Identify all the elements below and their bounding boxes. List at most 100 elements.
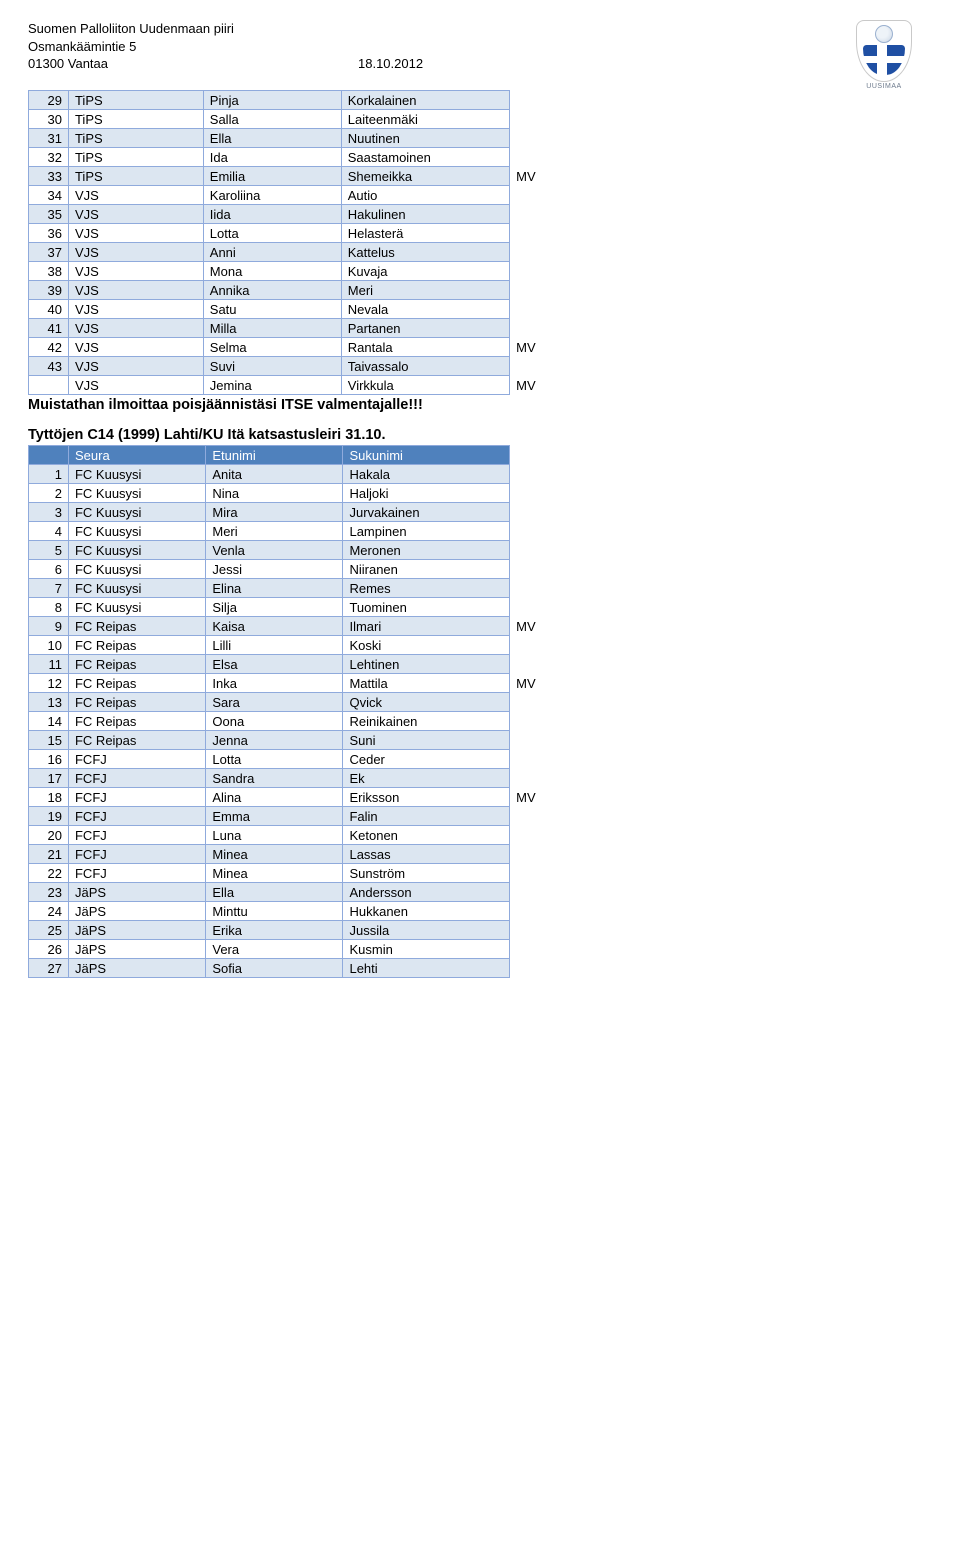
mv-cell bbox=[510, 91, 556, 110]
mv-cell bbox=[510, 655, 556, 674]
lastname-cell: Falin bbox=[343, 807, 510, 826]
club-cell: FC Kuusysi bbox=[68, 465, 205, 484]
org-name: Suomen Palloliiton Uudenmaan piiri bbox=[28, 20, 423, 38]
lastname-cell: Jussila bbox=[343, 921, 510, 940]
lastname-cell: Jurvakainen bbox=[343, 503, 510, 522]
row-number: 5 bbox=[29, 541, 69, 560]
row-number: 14 bbox=[29, 712, 69, 731]
firstname-cell: Minea bbox=[206, 864, 343, 883]
club-cell: FCFJ bbox=[68, 750, 205, 769]
club-cell: FC Kuusysi bbox=[68, 560, 205, 579]
mv-cell bbox=[510, 300, 556, 319]
row-number: 38 bbox=[29, 262, 69, 281]
lastname-cell: Qvick bbox=[343, 693, 510, 712]
firstname-cell: Venla bbox=[206, 541, 343, 560]
header-text: Suomen Palloliiton Uudenmaan piiri Osman… bbox=[28, 20, 423, 73]
lastname-cell: Mattila bbox=[343, 674, 510, 693]
club-cell: FC Reipas bbox=[68, 655, 205, 674]
club-cell: VJS bbox=[68, 224, 203, 243]
mv-cell: MV bbox=[510, 674, 556, 693]
row-number: 19 bbox=[29, 807, 69, 826]
club-cell: FC Kuusysi bbox=[68, 503, 205, 522]
row-number: 36 bbox=[29, 224, 69, 243]
lastname-cell: Saastamoinen bbox=[341, 148, 509, 167]
club-cell: TiPS bbox=[68, 129, 203, 148]
club-cell: JäPS bbox=[68, 940, 205, 959]
firstname-cell: Vera bbox=[206, 940, 343, 959]
club-cell: VJS bbox=[68, 186, 203, 205]
row-number: 17 bbox=[29, 769, 69, 788]
lastname-cell: Hakulinen bbox=[341, 205, 509, 224]
row-number: 18 bbox=[29, 788, 69, 807]
section2-title: Tyttöjen C14 (1999) Lahti/KU Itä katsast… bbox=[28, 427, 920, 443]
mv-cell: MV bbox=[510, 167, 556, 186]
header-mv bbox=[510, 446, 556, 465]
row-number: 27 bbox=[29, 959, 69, 978]
mv-cell bbox=[510, 129, 556, 148]
org-street: Osmankäämintie 5 bbox=[28, 38, 423, 56]
row-number: 9 bbox=[29, 617, 69, 636]
club-cell: JäPS bbox=[68, 902, 205, 921]
lastname-cell: Reinikainen bbox=[343, 712, 510, 731]
club-cell: TiPS bbox=[68, 148, 203, 167]
row-number: 20 bbox=[29, 826, 69, 845]
lastname-cell: Laiteenmäki bbox=[341, 110, 509, 129]
mv-cell bbox=[510, 921, 556, 940]
mv-cell bbox=[510, 465, 556, 484]
lastname-cell: Ilmari bbox=[343, 617, 510, 636]
club-cell: JäPS bbox=[68, 921, 205, 940]
firstname-cell: Meri bbox=[206, 522, 343, 541]
firstname-cell: Jemina bbox=[203, 376, 341, 395]
club-cell: TiPS bbox=[68, 110, 203, 129]
lastname-cell: Suni bbox=[343, 731, 510, 750]
mv-cell bbox=[510, 243, 556, 262]
doc-date: 18.10.2012 bbox=[358, 55, 423, 73]
firstname-cell: Milla bbox=[203, 319, 341, 338]
mv-cell bbox=[510, 598, 556, 617]
row-number: 2 bbox=[29, 484, 69, 503]
mv-cell bbox=[510, 560, 556, 579]
roster-table-1: 29TiPSPinjaKorkalainen30TiPSSallaLaiteen… bbox=[28, 90, 556, 395]
firstname-cell: Emma bbox=[206, 807, 343, 826]
club-cell: VJS bbox=[68, 357, 203, 376]
row-number: 40 bbox=[29, 300, 69, 319]
club-cell: FC Reipas bbox=[68, 674, 205, 693]
mv-cell bbox=[510, 769, 556, 788]
club-cell: VJS bbox=[68, 300, 203, 319]
club-cell: FC Reipas bbox=[68, 617, 205, 636]
club-cell: VJS bbox=[68, 281, 203, 300]
firstname-cell: Sandra bbox=[206, 769, 343, 788]
club-cell: FC Reipas bbox=[68, 636, 205, 655]
club-cell: FC Kuusysi bbox=[68, 598, 205, 617]
firstname-cell: Elsa bbox=[206, 655, 343, 674]
mv-cell bbox=[510, 148, 556, 167]
mv-cell bbox=[510, 940, 556, 959]
mv-cell bbox=[510, 186, 556, 205]
row-number bbox=[29, 376, 69, 395]
mv-cell bbox=[510, 205, 556, 224]
club-cell: JäPS bbox=[68, 883, 205, 902]
firstname-cell: Ella bbox=[206, 883, 343, 902]
row-number: 37 bbox=[29, 243, 69, 262]
mv-cell bbox=[510, 224, 556, 243]
firstname-cell: Elina bbox=[206, 579, 343, 598]
row-number: 21 bbox=[29, 845, 69, 864]
row-number: 13 bbox=[29, 693, 69, 712]
lastname-cell: Kusmin bbox=[343, 940, 510, 959]
row-number: 34 bbox=[29, 186, 69, 205]
lastname-cell: Autio bbox=[341, 186, 509, 205]
firstname-cell: Annika bbox=[203, 281, 341, 300]
mv-cell bbox=[510, 693, 556, 712]
logo-caption: UUSIMAA bbox=[856, 83, 912, 90]
row-number: 6 bbox=[29, 560, 69, 579]
firstname-cell: Anita bbox=[206, 465, 343, 484]
row-number: 10 bbox=[29, 636, 69, 655]
row-number: 15 bbox=[29, 731, 69, 750]
row-number: 3 bbox=[29, 503, 69, 522]
mv-cell: MV bbox=[510, 788, 556, 807]
firstname-cell: Alina bbox=[206, 788, 343, 807]
row-number: 25 bbox=[29, 921, 69, 940]
club-cell: FC Kuusysi bbox=[68, 579, 205, 598]
row-number: 35 bbox=[29, 205, 69, 224]
row-number: 12 bbox=[29, 674, 69, 693]
